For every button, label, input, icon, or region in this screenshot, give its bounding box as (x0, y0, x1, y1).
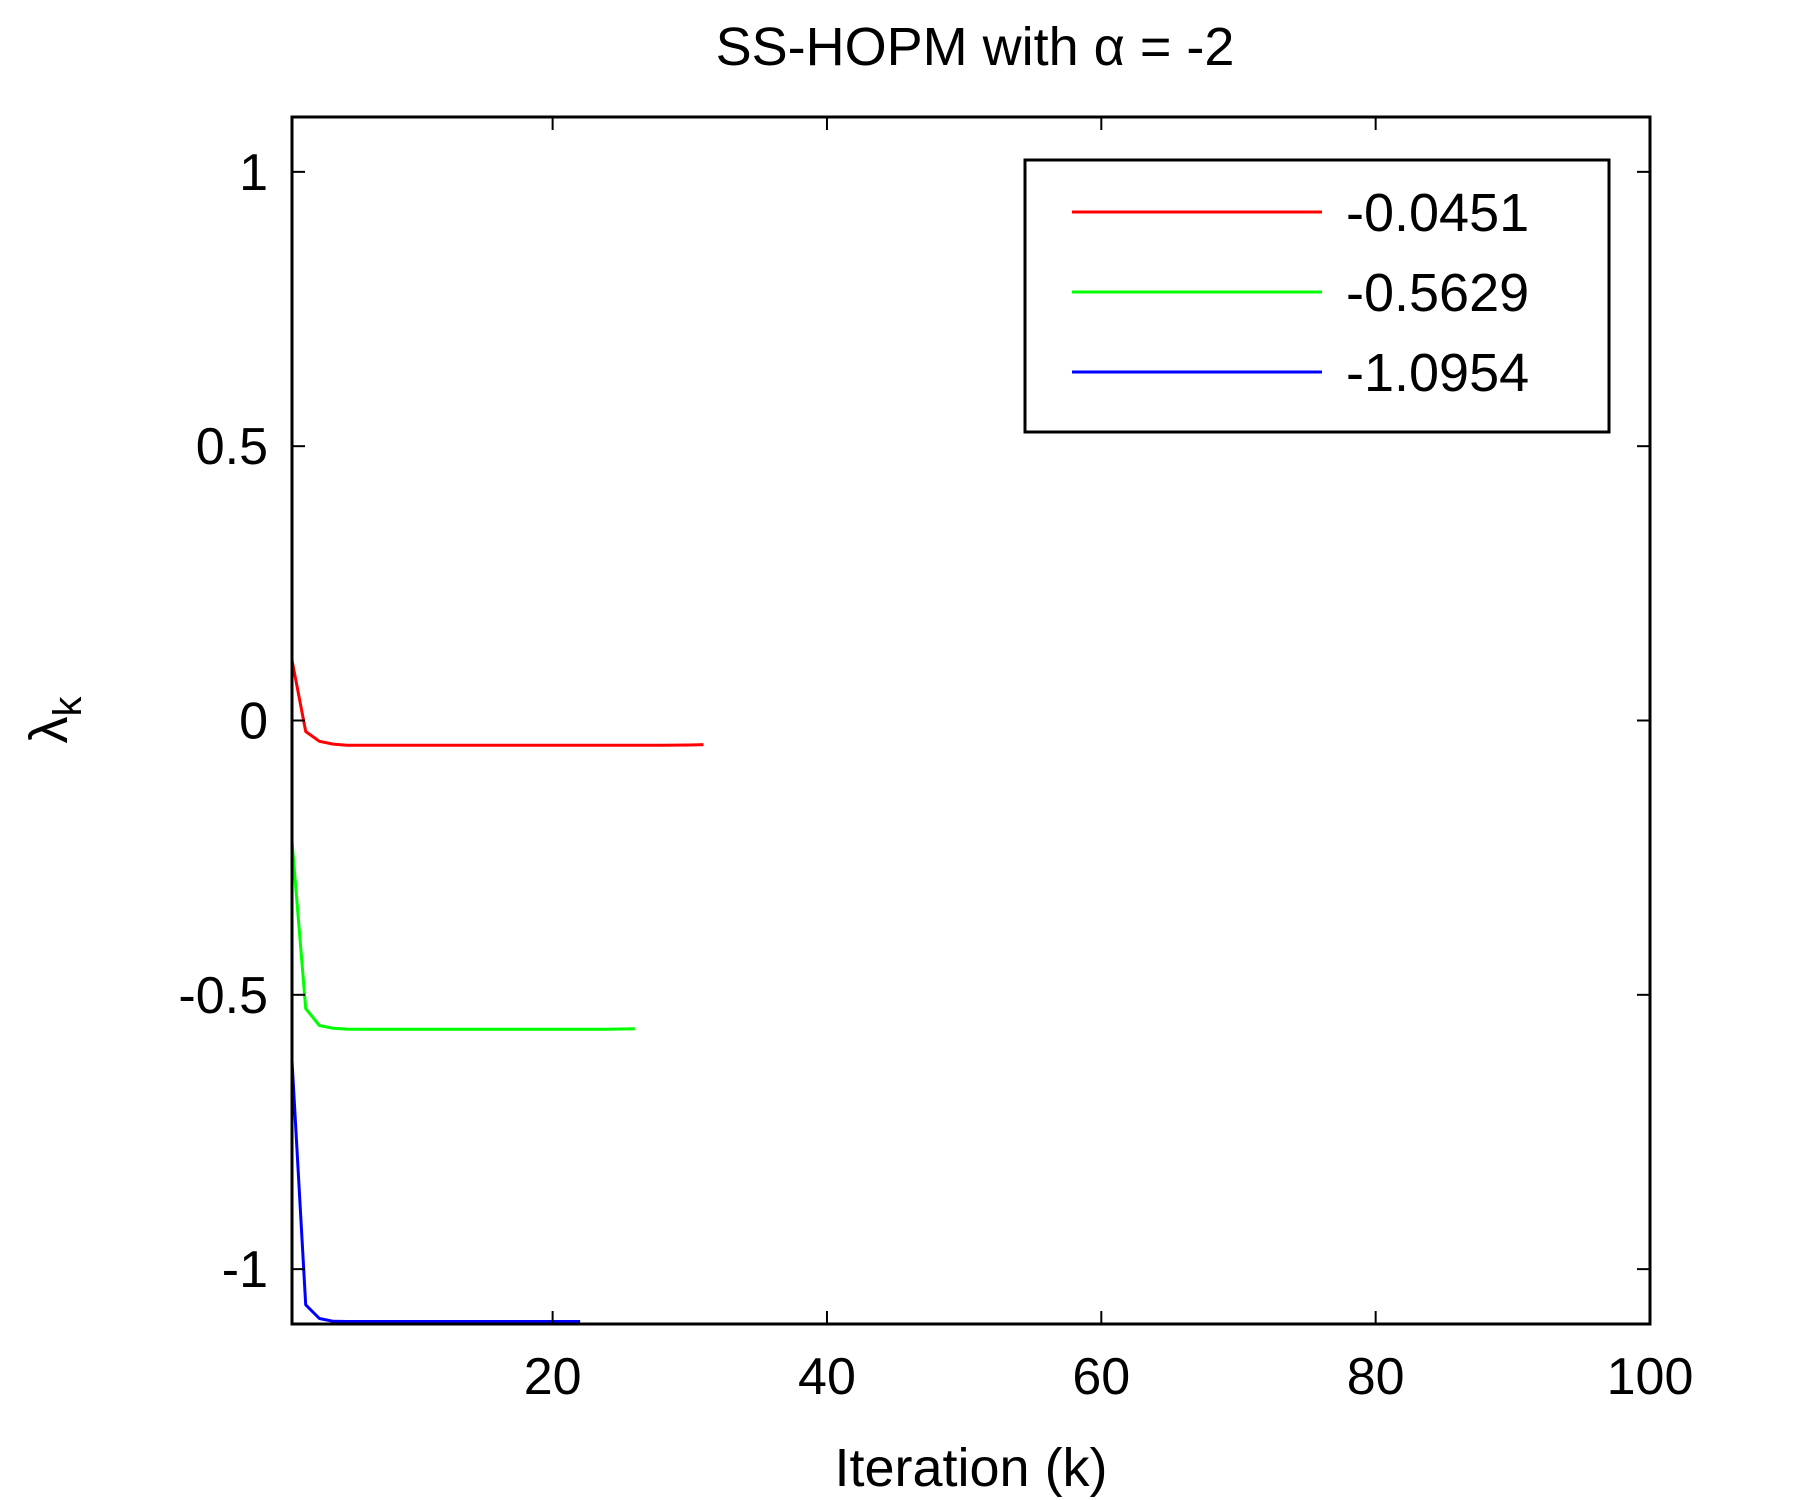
chart-title: SS-HOPM with α = -2 (716, 17, 1235, 77)
legend: -0.0451 -0.5629 -1.0954 (1023, 158, 1611, 434)
legend-label-2: -0.5629 (1346, 263, 1529, 323)
x-tick-label: 20 (524, 1348, 582, 1406)
plot-area-frame (290, 115, 1652, 1326)
x-tick-label: 80 (1347, 1348, 1405, 1406)
y-tick-label: -1 (222, 1241, 268, 1299)
y-tick-labels: 1 0.5 0 -0.5 -1 (178, 144, 268, 1299)
y-tick-label: -0.5 (178, 967, 268, 1025)
x-tick-label: 100 (1607, 1348, 1694, 1406)
series-line-3 (290, 1060, 581, 1323)
axis-ticks (292, 117, 1651, 1324)
series-line-1 (290, 659, 704, 747)
x-tick-labels: 20 40 60 80 100 (524, 1348, 1694, 1406)
y-label-lambda: λ (19, 717, 79, 744)
title-alpha-symbol: α (1094, 17, 1125, 77)
series-lines (290, 659, 704, 1323)
y-tick-label: 1 (239, 144, 268, 202)
y-tick-label: 0 (239, 693, 268, 751)
x-tick-label: 40 (798, 1348, 856, 1406)
legend-label-1: -0.0451 (1346, 183, 1529, 243)
x-axis-label: Iteration (k) (834, 1438, 1107, 1498)
series-line-2 (290, 841, 635, 1031)
y-label-subscript: k (46, 696, 90, 717)
title-prefix: SS-HOPM with (716, 17, 1094, 77)
y-axis-label: λk (19, 696, 90, 744)
title-suffix: = -2 (1125, 17, 1235, 77)
legend-label-3: -1.0954 (1346, 343, 1529, 403)
legend-entries: -0.0451 -0.5629 -1.0954 (1072, 183, 1529, 403)
y-tick-label: 0.5 (196, 418, 268, 476)
x-tick-label: 60 (1072, 1348, 1130, 1406)
legend-box (1023, 158, 1611, 434)
